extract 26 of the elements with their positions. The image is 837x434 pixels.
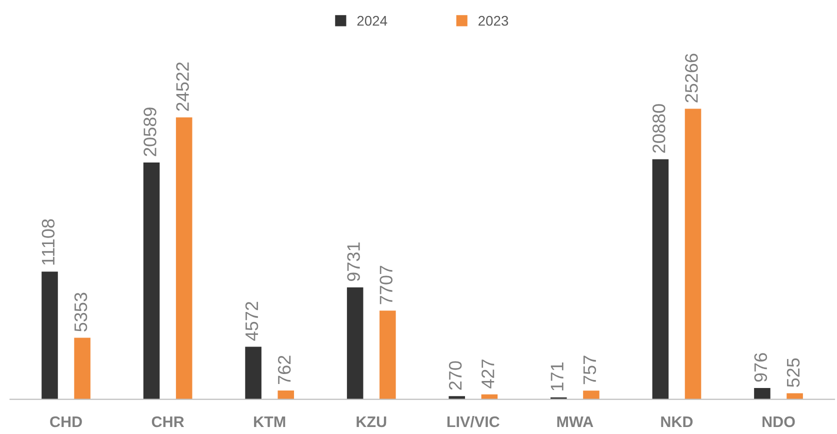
data-label: 24522	[176, 62, 189, 111]
data-label: 4572	[245, 302, 258, 341]
data-label: 20880	[652, 104, 666, 153]
x-tick-label: KTM	[254, 416, 286, 428]
data-label: 270	[448, 361, 462, 390]
legend-label: 2024	[357, 16, 388, 26]
data-label: 976	[754, 353, 768, 382]
legend-label: 2023	[478, 16, 508, 26]
x-tick-label: CHR	[152, 416, 184, 428]
data-label: 525	[786, 358, 800, 387]
x-tick-label: KZU	[356, 416, 386, 428]
data-label: 25266	[685, 54, 698, 102]
x-tick-label: CHD	[50, 416, 82, 428]
data-label: 762	[278, 356, 291, 384]
data-label: 757	[583, 356, 596, 384]
data-label: 171	[550, 362, 564, 390]
x-tick-label: MWA	[557, 416, 594, 428]
data-label: 11108	[42, 219, 55, 265]
data-label: 427	[482, 360, 494, 388]
x-tick-label: NDO	[762, 416, 795, 428]
data-label: 20589	[144, 108, 156, 156]
data-label: 9731	[347, 242, 360, 281]
x-tick-label: NKD	[661, 416, 693, 428]
data-label: 7707	[380, 266, 393, 304]
x-tick-label: LIV/VIC	[447, 416, 500, 428]
data-label: 5353	[74, 292, 88, 332]
